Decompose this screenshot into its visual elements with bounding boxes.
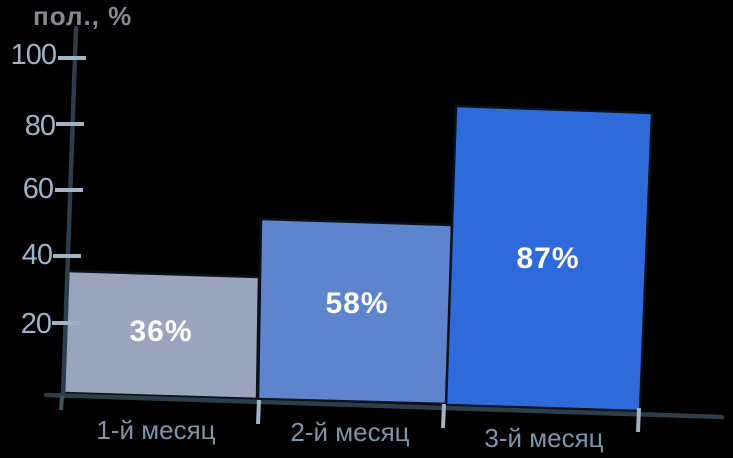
y-axis-line	[60, 25, 79, 400]
x-tick-origin	[59, 395, 64, 411]
x-axis-line	[43, 392, 725, 420]
x-tick-1	[256, 399, 261, 425]
y-tick-label-80: 80	[24, 110, 56, 142]
y-tick-label-60: 60	[22, 173, 54, 205]
y-tick-label-40: 40	[21, 239, 53, 271]
x-axis-label-month-1: 1-й месяц	[96, 415, 216, 445]
bar-value-label-3: 87%	[516, 242, 580, 275]
bar-value-label-1: 36%	[129, 315, 193, 348]
y-tick-label-100: 100	[10, 39, 57, 71]
x-axis-label-month-2: 2-й месяц	[290, 417, 410, 447]
y-tick-label-20: 20	[20, 308, 52, 340]
x-tick-3	[636, 407, 641, 433]
x-axis-label-month-3: 3-й месяц	[484, 423, 604, 453]
bar-value-label-2: 58%	[325, 287, 389, 320]
x-tick-2	[441, 403, 446, 429]
y-axis-title: пол., %	[33, 1, 133, 31]
